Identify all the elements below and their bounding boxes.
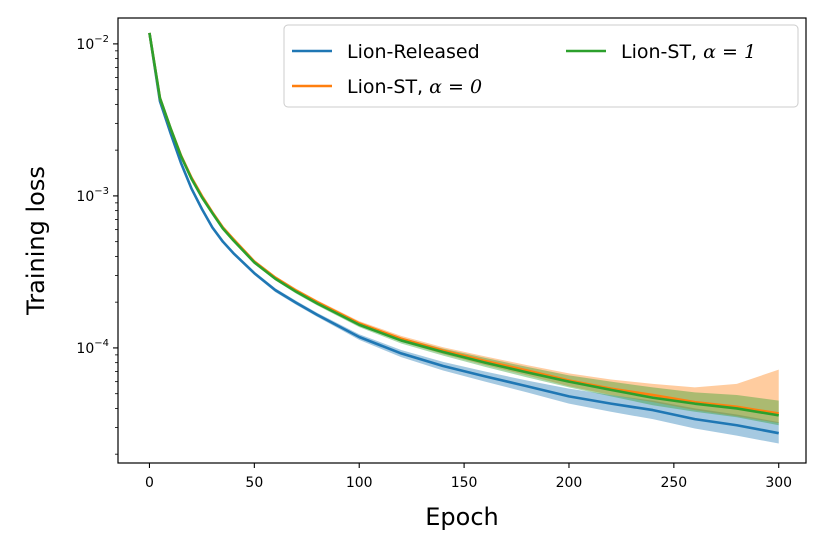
series-lines bbox=[148, 32, 779, 435]
legend-label-2: Lion-ST, α = 0 bbox=[347, 76, 482, 98]
x-axis: 0 50 100 150 200 250 300 bbox=[145, 463, 792, 491]
legend-label-3: Lion-ST, α = 1 bbox=[621, 41, 756, 63]
x-tick-label: 100 bbox=[346, 475, 373, 491]
legend-label-1: Lion-Released bbox=[347, 41, 480, 63]
y-tick-label: 10−2 bbox=[76, 34, 109, 53]
x-tick-label: 300 bbox=[765, 475, 792, 491]
x-tick-label: 50 bbox=[245, 475, 263, 491]
legend-box bbox=[283, 24, 799, 108]
x-tick-label: 0 bbox=[145, 475, 154, 491]
y-axis: 10−2 10−3 10−4 bbox=[76, 34, 118, 455]
series-line-1 bbox=[148, 32, 779, 435]
y-tick-label: 10−3 bbox=[76, 186, 109, 205]
x-tick-label: 250 bbox=[660, 475, 687, 491]
series-line-3 bbox=[148, 32, 779, 417]
x-axis-label: Epoch bbox=[425, 503, 499, 531]
legend: Lion-Released Lion-ST, α = 0 Lion-ST, α = … bbox=[283, 24, 799, 108]
y-axis-label: Training loss bbox=[22, 166, 50, 316]
x-tick-label: 200 bbox=[556, 475, 583, 491]
y-tick-label: 10−4 bbox=[76, 338, 109, 357]
x-tick-label: 150 bbox=[451, 475, 478, 491]
plot-frame bbox=[117, 17, 807, 464]
